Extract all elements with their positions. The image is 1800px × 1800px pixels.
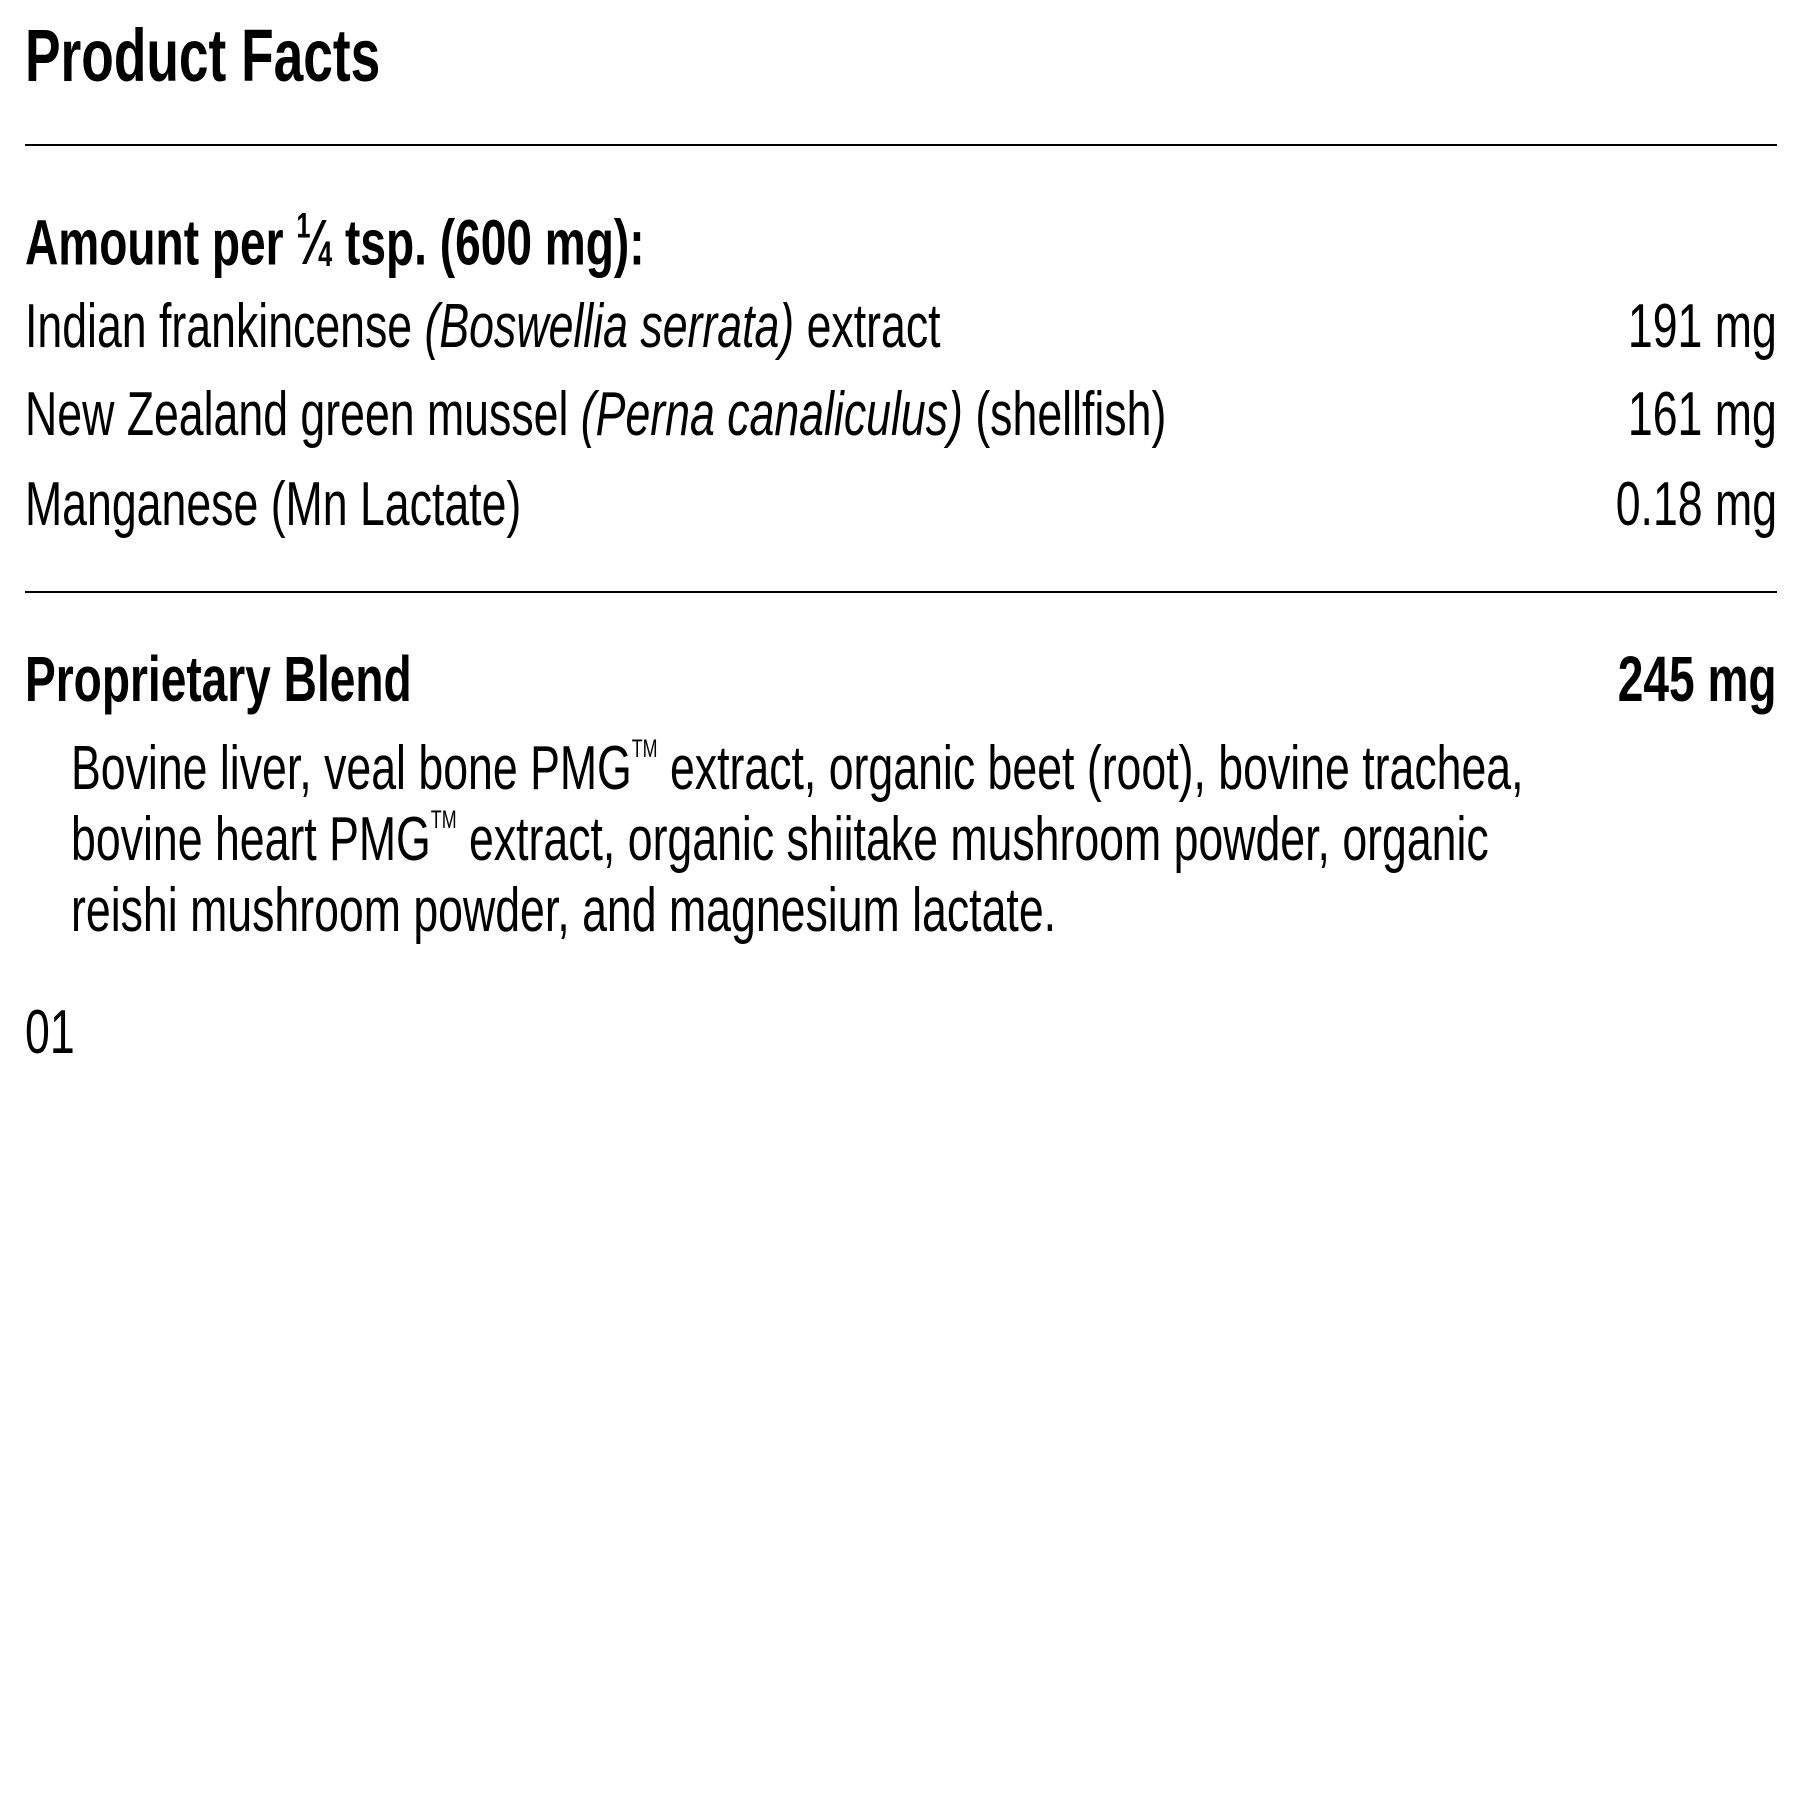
- divider: [25, 591, 1777, 593]
- blend-text: extract, organic shiitake mushroom powde…: [456, 805, 1489, 875]
- fraction-numerator: 1: [296, 207, 311, 246]
- trademark: TM: [631, 736, 658, 763]
- blend-label: Proprietary Blend: [25, 643, 412, 715]
- fraction: 1⁄4: [296, 206, 332, 278]
- ingredient-suffix: extract: [794, 292, 941, 361]
- blend-ingredients-line: reishi mushroom powder, and magnesium la…: [71, 876, 1057, 945]
- ingredient-latin-name: (Perna canaliculus): [580, 380, 963, 449]
- fraction-denominator: 4: [318, 235, 333, 275]
- trademark: TM: [430, 807, 457, 834]
- serving-prefix: Amount per: [25, 206, 297, 279]
- ingredient-common-name: New Zealand green mussel: [25, 380, 581, 449]
- ingredient-name: Manganese (Mn Lactate): [25, 470, 522, 539]
- ingredient-name: New Zealand green mussel (Perna canalicu…: [25, 384, 1166, 446]
- blend-text: extract, organic beet (root), bovine tra…: [657, 734, 1524, 804]
- blend-ingredients-line: Bovine liver, veal bone PMGTM extract, o…: [71, 736, 1524, 800]
- divider: [25, 144, 1777, 146]
- ingredient-latin-name: (Boswellia serrata): [424, 292, 795, 361]
- blend-text: bovine heart PMG: [71, 805, 431, 875]
- ingredient-name: Indian frankincense (Boswellia serrata) …: [25, 296, 941, 358]
- ingredient-amount: 191 mg: [1628, 292, 1777, 361]
- ingredient-common-name: Indian frankincense: [25, 292, 425, 361]
- ingredient-amount: 161 mg: [1628, 380, 1777, 449]
- ingredient-suffix: (shellfish): [962, 380, 1167, 449]
- serving-suffix: tsp. (600 mg):: [332, 206, 645, 279]
- ingredient-amount: 0.18 mg: [1615, 470, 1777, 539]
- blend-ingredients-line: bovine heart PMGTM extract, organic shii…: [71, 807, 1489, 871]
- serving-size: Amount per 1⁄4 tsp. (600 mg):: [25, 209, 645, 274]
- blend-text: Bovine liver, veal bone PMG: [71, 734, 632, 804]
- label-code: 01: [25, 998, 75, 1067]
- blend-amount: 245 mg: [1618, 643, 1777, 715]
- page-title: Product Facts: [25, 14, 381, 97]
- fraction-slash: ⁄: [310, 206, 319, 279]
